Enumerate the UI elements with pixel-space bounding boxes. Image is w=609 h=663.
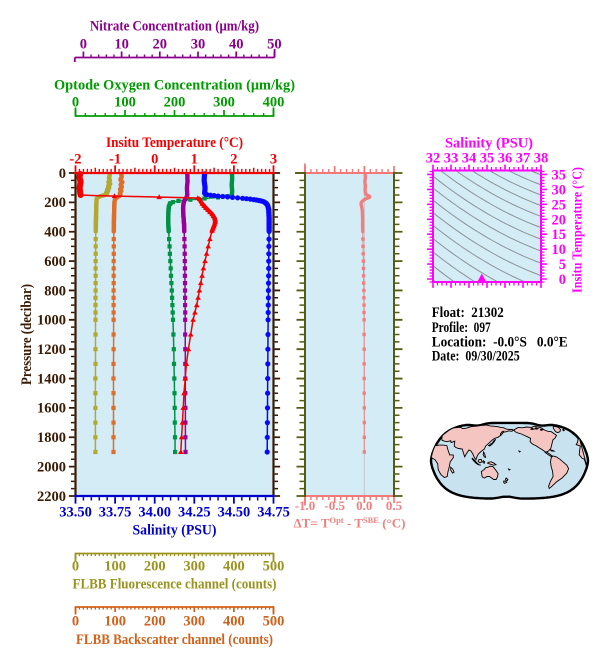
svg-text:-2: -2	[69, 152, 81, 168]
svg-text:34.75: 34.75	[257, 505, 290, 521]
svg-text:35: 35	[552, 168, 567, 184]
svg-text:10: 10	[114, 37, 129, 53]
svg-text:0: 0	[151, 152, 158, 168]
svg-text:200: 200	[164, 95, 186, 111]
svg-text:Location: -0.0°S 0.0°E: Location: -0.0°S 0.0°E	[432, 335, 568, 351]
svg-text:Salinity (PSU): Salinity (PSU)	[133, 523, 217, 539]
svg-text:ΔT= TOpt - TSBE (°C): ΔT= TOpt - TSBE (°C)	[294, 515, 406, 531]
svg-text:30: 30	[552, 182, 567, 198]
svg-text:200: 200	[144, 559, 166, 575]
svg-text:0: 0	[80, 37, 87, 53]
svg-text:2000: 2000	[37, 459, 66, 475]
svg-text:25: 25	[552, 197, 567, 213]
svg-text:Nitrate Concentration (μm/kg): Nitrate Concentration (μm/kg)	[90, 19, 259, 35]
svg-text:0.5: 0.5	[386, 498, 403, 513]
svg-text:Insitu Temperature (°C): Insitu Temperature (°C)	[571, 167, 586, 293]
svg-text:Pressure (decibar): Pressure (decibar)	[19, 284, 35, 385]
svg-text:38: 38	[534, 151, 549, 167]
svg-text:Profile: 097: Profile: 097	[432, 320, 491, 336]
svg-text:1800: 1800	[37, 430, 66, 446]
svg-text:20: 20	[552, 212, 567, 228]
svg-text:200: 200	[144, 614, 166, 630]
svg-text:3: 3	[270, 152, 277, 168]
svg-text:34.50: 34.50	[218, 505, 251, 521]
svg-text:Insitu Temperature (°C): Insitu Temperature (°C)	[106, 135, 243, 151]
svg-text:32: 32	[426, 151, 441, 167]
svg-text:15: 15	[552, 227, 567, 243]
svg-text:2: 2	[230, 152, 237, 168]
svg-text:Salinity (PSU): Salinity (PSU)	[445, 136, 533, 152]
svg-text:0: 0	[72, 614, 79, 630]
svg-text:200: 200	[44, 195, 66, 211]
svg-text:30: 30	[191, 37, 206, 53]
svg-text:34.25: 34.25	[178, 505, 211, 521]
svg-text:40: 40	[229, 37, 244, 53]
svg-text:FLBB Fluorescence channel (cou: FLBB Fluorescence channel (counts)	[73, 577, 277, 593]
svg-text:35: 35	[480, 151, 495, 167]
svg-text:400: 400	[223, 559, 245, 575]
svg-text:400: 400	[223, 614, 245, 630]
svg-text:500: 500	[263, 614, 285, 630]
svg-text:-1: -1	[109, 152, 121, 168]
svg-text:1: 1	[191, 152, 198, 168]
svg-text:0: 0	[72, 559, 79, 575]
svg-text:100: 100	[104, 614, 126, 630]
svg-text:33.75: 33.75	[99, 505, 132, 521]
svg-text:100: 100	[104, 559, 126, 575]
svg-text:400: 400	[263, 95, 285, 111]
svg-text:400: 400	[44, 225, 66, 241]
svg-text:1000: 1000	[37, 313, 66, 329]
svg-text:33: 33	[444, 151, 459, 167]
svg-text:34.00: 34.00	[138, 505, 171, 521]
svg-text:-1.0: -1.0	[295, 498, 316, 513]
svg-text:Optode Oxygen Concentration (μ: Optode Oxygen Concentration (μm/kg)	[54, 78, 295, 94]
svg-text:37: 37	[516, 151, 531, 167]
svg-text:20: 20	[153, 37, 168, 53]
svg-text:800: 800	[44, 283, 66, 299]
svg-text:300: 300	[213, 95, 235, 111]
svg-text:0.0: 0.0	[356, 498, 372, 513]
svg-text:FLBB Backscatter channel (coun: FLBB Backscatter channel (counts)	[76, 632, 273, 648]
svg-text:5: 5	[559, 257, 566, 273]
svg-text:0: 0	[59, 166, 66, 182]
svg-text:2200: 2200	[37, 489, 66, 505]
svg-text:0: 0	[72, 95, 79, 111]
svg-text:Date: 09/30/2025: Date: 09/30/2025	[432, 349, 520, 365]
svg-text:300: 300	[183, 559, 205, 575]
svg-text:-0.5: -0.5	[324, 498, 345, 513]
svg-text:10: 10	[552, 242, 567, 258]
svg-text:1200: 1200	[37, 342, 66, 358]
svg-text:1400: 1400	[37, 371, 66, 387]
svg-text:Float: 21302: Float: 21302	[432, 305, 504, 321]
svg-text:600: 600	[44, 254, 66, 270]
svg-text:0: 0	[559, 272, 566, 288]
svg-text:1600: 1600	[37, 401, 66, 417]
svg-text:33.50: 33.50	[59, 505, 92, 521]
svg-text:100: 100	[114, 95, 136, 111]
svg-text:36: 36	[498, 151, 513, 167]
svg-text:500: 500	[263, 559, 285, 575]
svg-text:34: 34	[462, 151, 477, 167]
svg-text:300: 300	[183, 614, 205, 630]
svg-text:50: 50	[267, 37, 282, 53]
